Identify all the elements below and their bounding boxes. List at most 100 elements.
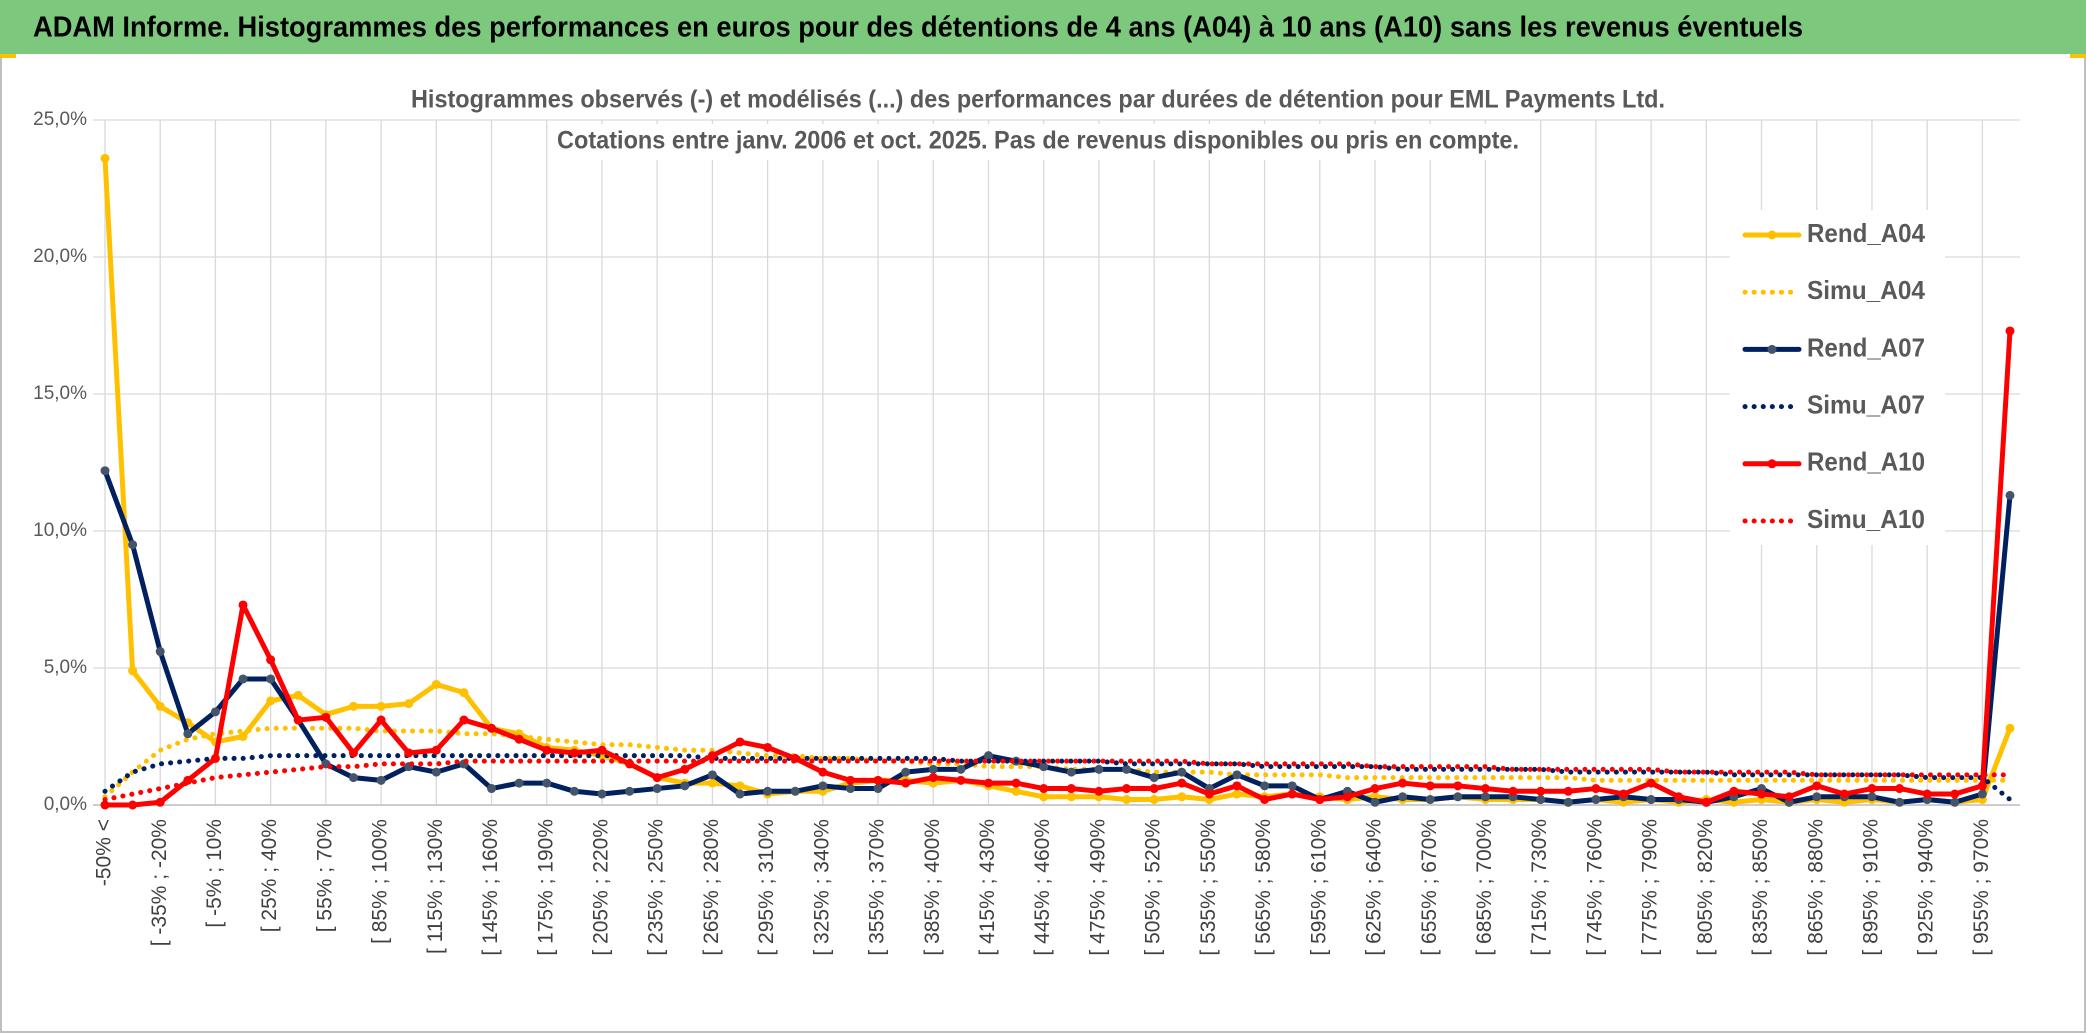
data-point [376,701,386,711]
x-tick-label: [ 475% ; 490% [1086,819,1109,956]
data-point [625,786,635,796]
data-point [818,781,828,791]
y-tick-label: 25,0% [33,109,87,130]
x-tick-label: [ 145% ; 160% [479,819,502,956]
data-point [763,742,773,752]
data-point [1895,797,1905,807]
data-point [1508,786,1518,796]
data-point [1039,762,1049,772]
chart-title: Cotations entre janv. 2006 et oct. 2025.… [557,127,1519,155]
data-point [1370,784,1380,794]
data-point [210,753,220,763]
data-point [597,789,607,799]
data-point [1591,784,1601,794]
data-point [1812,781,1822,791]
data-point [1977,781,1987,791]
data-point [1646,778,1656,788]
data-point [1591,795,1601,805]
x-tick-label: [ 925% ; 940% [1915,819,1938,956]
data-point [873,784,883,794]
data-point [1122,764,1132,774]
data-point [707,778,717,788]
x-tick-label: [ 955% ; 970% [1970,819,1993,956]
data-point [1398,792,1408,802]
legend-label: Rend_A07 [1807,332,1925,362]
data-point [459,715,469,725]
x-tick-label: [ -5% ; 10% [203,819,226,928]
x-tick-label: [ 295% ; 310% [755,819,778,956]
data-point [514,734,524,744]
data-point [1646,795,1656,805]
data-point [348,701,358,711]
data-point [266,674,276,684]
data-point [983,778,993,788]
data-point [1260,795,1270,805]
x-tick-label: [ 745% ; 760% [1583,819,1606,956]
x-tick-label: [ 415% ; 430% [976,819,999,956]
x-tick-label: [ 325% ; 340% [810,819,833,956]
x-tick-label: [ 655% ; 670% [1418,819,1441,956]
data-point [1536,786,1546,796]
data-point [1066,792,1076,802]
data-point [680,764,690,774]
y-tick-label: 5,0% [44,657,87,678]
y-tick-label: 15,0% [33,383,87,404]
data-point [1177,767,1187,777]
data-point [514,778,524,788]
data-point [128,540,138,550]
data-point [321,712,331,722]
data-point [763,786,773,796]
data-point [901,778,911,788]
x-tick-label: [ 385% ; 400% [921,819,944,956]
data-point [1177,778,1187,788]
data-point [2005,326,2015,336]
data-point [2005,490,2015,500]
legend-label: Simu_A07 [1807,389,1925,419]
x-tick-label: -50% < [93,819,116,886]
x-tick-label: [ 505% ; 520% [1142,819,1165,956]
data-point [1453,781,1463,791]
legend-label: Rend_A04 [1807,218,1926,248]
data-point [128,800,138,810]
x-tick-label: [ 175% ; 190% [534,819,557,956]
data-point [238,600,248,610]
data-point [542,778,552,788]
x-tick-label: [ 775% ; 790% [1639,819,1662,956]
corner-accent [0,54,16,58]
data-point [735,781,745,791]
legend-label: Rend_A10 [1807,447,1925,477]
data-point [238,732,248,741]
data-point [735,789,745,799]
y-tick-label: 20,0% [33,246,87,267]
corner-accent [2070,54,2086,58]
data-point [1480,784,1490,794]
data-point [569,786,579,796]
data-point [376,775,386,785]
data-point [155,701,165,711]
data-point [487,723,497,733]
data-point [1232,789,1242,799]
y-tick-label: 0,0% [44,794,87,815]
data-point [1039,784,1049,794]
data-point [376,715,386,725]
data-point [1094,764,1104,774]
data-point [1729,786,1739,796]
data-point [1757,789,1767,799]
data-point [1066,767,1076,777]
data-point [1950,789,1960,799]
data-point [845,784,855,794]
x-tick-label: [ 565% ; 580% [1252,819,1275,956]
data-point [1122,795,1132,805]
data-point [431,767,441,777]
data-point [100,800,110,810]
data-point [1204,789,1214,799]
data-point [1287,781,1297,791]
data-point [735,737,745,747]
data-point [2005,723,2015,733]
x-tick-label: [ 595% ; 610% [1307,819,1330,956]
data-point [901,767,911,777]
x-tick-label: [ 235% ; 250% [645,819,668,956]
data-point [1011,778,1021,788]
data-point [293,690,303,700]
